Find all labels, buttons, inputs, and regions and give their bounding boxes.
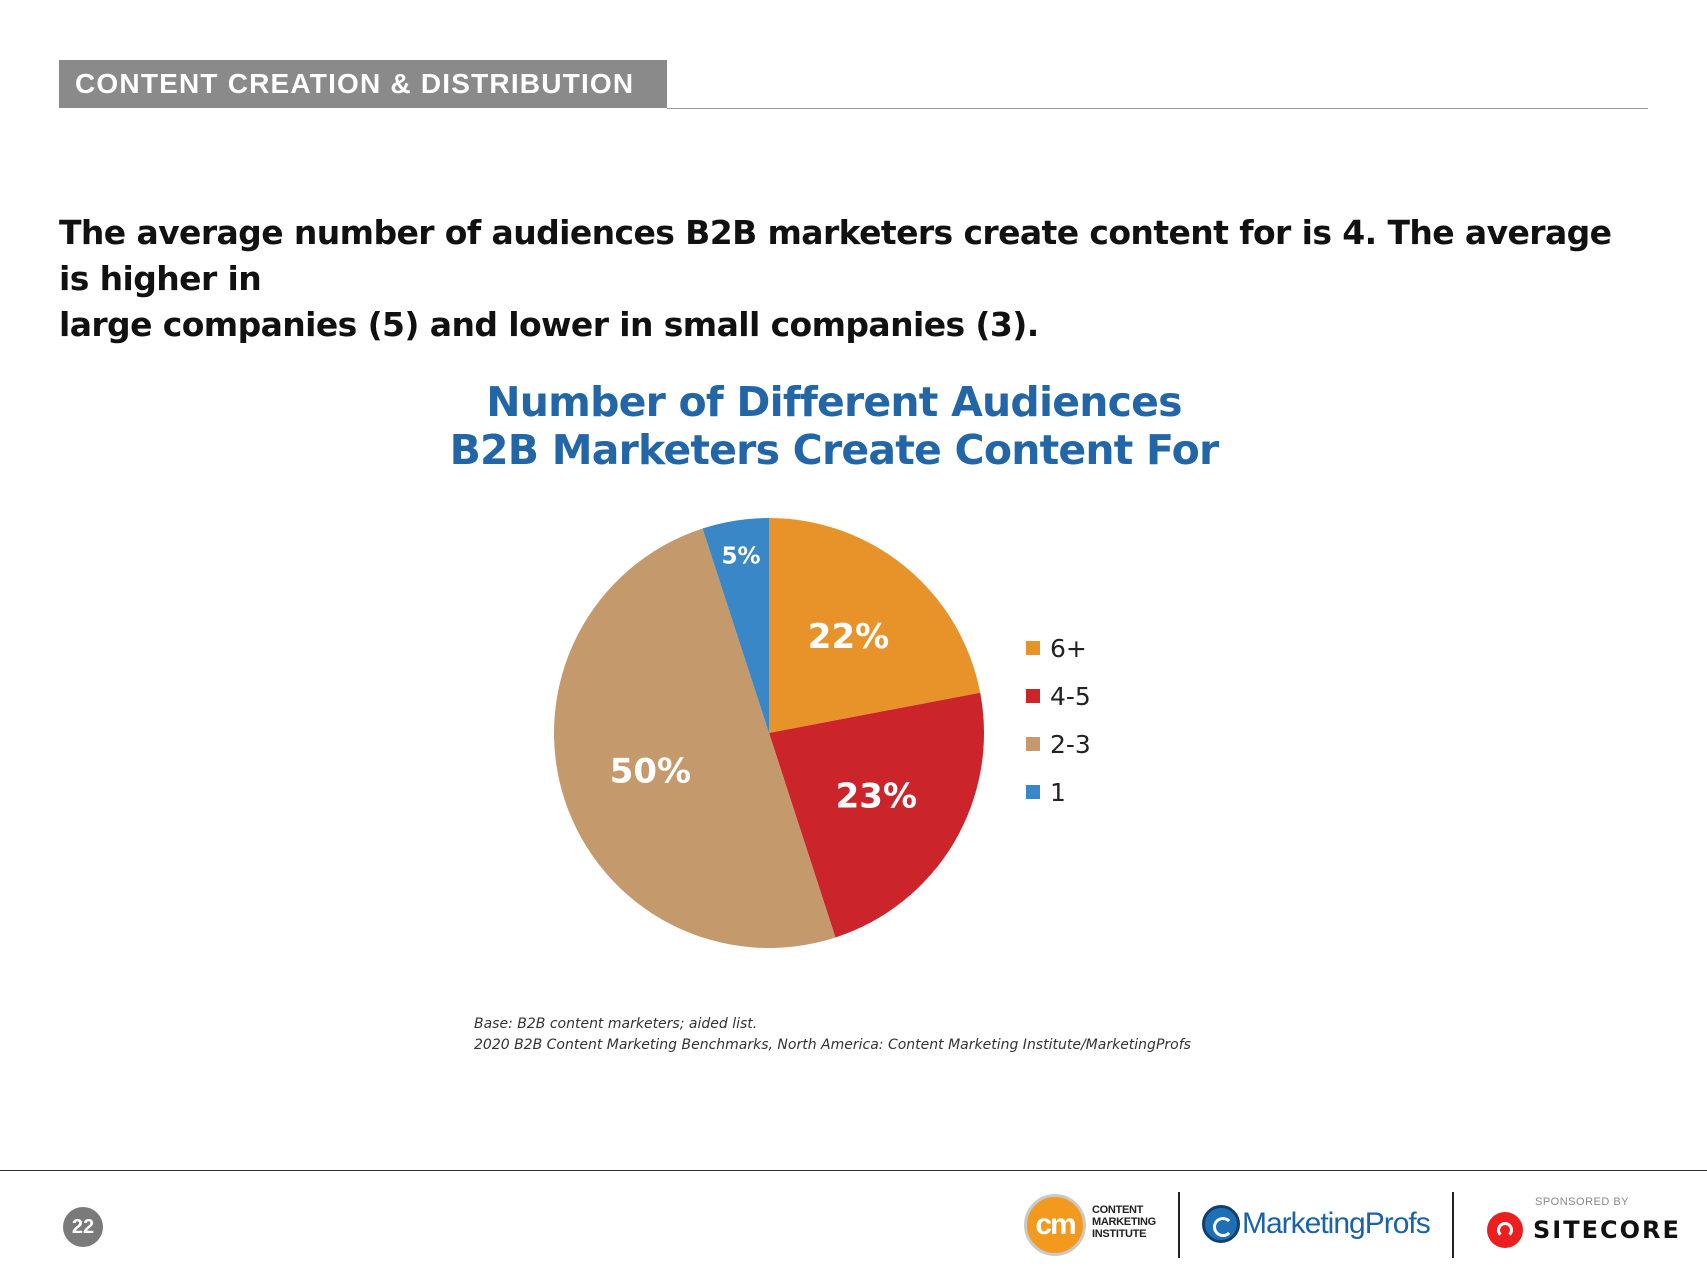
sponsored-by-label: SPONSORED BY bbox=[1535, 1196, 1630, 1208]
legend-item-6+: 6+ bbox=[1026, 624, 1091, 672]
legend-swatch bbox=[1026, 641, 1040, 655]
headline-line-2: large companies (5) and lower in small c… bbox=[59, 305, 1039, 344]
pie-slice-6+ bbox=[769, 518, 981, 733]
chart-notes: Base: B2B content marketers; aided list.… bbox=[474, 1014, 1191, 1056]
page-number: 22 bbox=[63, 1207, 103, 1247]
chart-title-line-1: Number of Different Audiences bbox=[486, 378, 1182, 426]
cmi-text-line-1: CONTENT bbox=[1092, 1204, 1144, 1216]
legend-swatch bbox=[1026, 737, 1040, 751]
slice-label-1: 5% bbox=[722, 544, 761, 570]
base-note: Base: B2B content marketers; aided list. bbox=[474, 1016, 758, 1032]
footer-divider bbox=[0, 1170, 1707, 1171]
legend-label: 1 bbox=[1050, 777, 1066, 807]
marketingprofs-logo: MarketingProfs bbox=[1202, 1205, 1431, 1243]
headline: The average number of audiences B2B mark… bbox=[59, 210, 1649, 348]
source-note: 2020 B2B Content Marketing Benchmarks, N… bbox=[474, 1037, 1191, 1053]
section-tab: CONTENT CREATION & DISTRIBUTION bbox=[59, 60, 667, 108]
cmi-logo-mark: cm bbox=[1024, 1194, 1086, 1256]
slice-label-4-5: 23% bbox=[836, 776, 917, 816]
cmi-mark-text: cm bbox=[1035, 1208, 1076, 1241]
cmi-text-line-2: MARKETING bbox=[1092, 1216, 1156, 1228]
marketingprofs-text: MarketingProfs bbox=[1242, 1207, 1431, 1240]
headline-line-1: The average number of audiences B2B mark… bbox=[59, 213, 1612, 298]
pie-slice-2-3 bbox=[554, 528, 836, 948]
legend-item-1: 1 bbox=[1026, 768, 1091, 816]
sitecore-text: SITECORE bbox=[1533, 1216, 1681, 1244]
chart-title-line-2: B2B Marketers Create Content For bbox=[449, 426, 1220, 474]
legend-label: 6+ bbox=[1050, 633, 1087, 663]
legend-label: 2-3 bbox=[1050, 729, 1091, 759]
legend-item-4-5: 4-5 bbox=[1026, 672, 1091, 720]
chart-legend: 6+ 4-5 2-3 1 bbox=[1026, 624, 1091, 816]
page-number-text: 22 bbox=[71, 1215, 95, 1238]
logo-divider-1 bbox=[1178, 1192, 1180, 1258]
logo-divider-2 bbox=[1452, 1192, 1454, 1258]
cmi-logo-text: CONTENT MARKETING INSTITUTE bbox=[1092, 1204, 1156, 1240]
legend-item-2-3: 2-3 bbox=[1026, 720, 1091, 768]
pie-slice-4-5 bbox=[769, 692, 984, 938]
marketingprofs-icon bbox=[1202, 1205, 1240, 1243]
cmi-text-line-3: INSTITUTE bbox=[1092, 1228, 1147, 1240]
cmi-logo: cm CONTENT MARKETING INSTITUTE bbox=[1024, 1192, 1156, 1258]
section-label: CONTENT CREATION & DISTRIBUTION bbox=[75, 68, 635, 99]
slice-label-6+: 22% bbox=[808, 617, 889, 657]
section-divider bbox=[667, 108, 1648, 109]
legend-swatch bbox=[1026, 785, 1040, 799]
chart-title: Number of Different Audiences B2B Market… bbox=[434, 378, 1234, 474]
legend-label: 4-5 bbox=[1050, 681, 1091, 711]
sitecore-logo: SITECORE bbox=[1487, 1212, 1681, 1248]
legend-swatch bbox=[1026, 689, 1040, 703]
sitecore-icon bbox=[1487, 1212, 1523, 1248]
pie-slice-1 bbox=[702, 518, 769, 733]
slice-label-2-3: 50% bbox=[610, 752, 691, 792]
